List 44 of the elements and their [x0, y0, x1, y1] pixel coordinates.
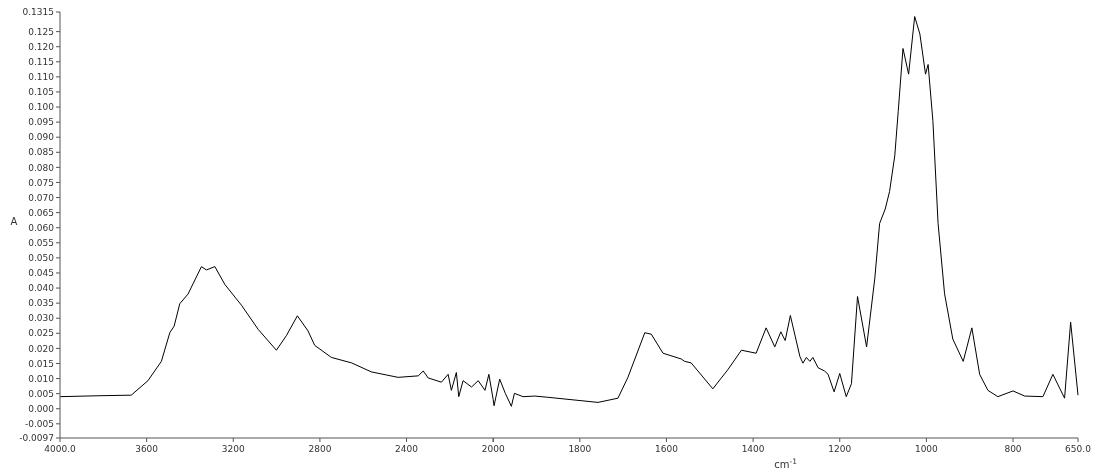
- y-tick-label: 0.110: [28, 72, 55, 83]
- x-tick-label: 2000: [481, 444, 505, 454]
- y-tick-label: 0.070: [28, 192, 55, 203]
- y-tick-label: 0.085: [28, 147, 54, 158]
- y-tick-label: 0.100: [28, 102, 55, 113]
- y-tick-label: 0.120: [28, 41, 55, 52]
- y-tick-label: 0.055: [28, 237, 54, 248]
- y-tick-label: 0.115: [28, 56, 54, 67]
- y-axis-title: A: [10, 216, 18, 227]
- x-tick-label: 2400: [395, 444, 419, 454]
- x-tick-label: 1400: [741, 444, 765, 454]
- y-tick-label: 0.045: [28, 268, 54, 279]
- x-tick-label: 1800: [568, 444, 592, 454]
- y-tick-label: 0.090: [28, 132, 55, 143]
- y-tick-label: 0.030: [28, 313, 55, 324]
- y-tick-label: -0.0097: [19, 433, 54, 444]
- y-tick-label: 0.095: [28, 117, 54, 128]
- x-tick-label: 1200: [828, 444, 852, 454]
- x-axis-title: cm$^{-1}$: [774, 456, 798, 470]
- y-tick-label: 0.025: [28, 328, 54, 339]
- y-tick-label: 0.040: [28, 283, 55, 294]
- y-tick-label: 0.125: [28, 26, 54, 37]
- y-tick-label: 0.105: [28, 87, 54, 98]
- y-tick-label: 0.075: [28, 177, 54, 188]
- x-tick-label: 3200: [221, 444, 245, 454]
- y-tick-label: 0.005: [28, 388, 54, 399]
- y-tick-label: 0.035: [28, 298, 54, 309]
- x-tick-label: 3600: [135, 444, 159, 454]
- x-tick-label: 800: [1004, 444, 1022, 454]
- y-tick-label: 0.080: [28, 162, 55, 173]
- x-tick-label: 4000.0: [44, 444, 77, 454]
- y-tick-label: 0.1315: [22, 7, 54, 18]
- y-tick-label: 0.065: [28, 207, 54, 218]
- y-tick-label: 0.050: [28, 253, 55, 264]
- x-tick-label: 1600: [655, 444, 679, 454]
- y-tick-label: 0.060: [28, 222, 55, 233]
- y-tick-label: 0.015: [28, 358, 54, 369]
- y-tick-label: -0.005: [24, 418, 54, 429]
- x-tick-label: 2800: [308, 444, 332, 454]
- y-tick-label: 0.010: [28, 373, 55, 384]
- y-tick-label: 0.020: [28, 343, 55, 354]
- y-tick-label: 0.000: [28, 403, 55, 414]
- x-tick-label: 1000: [914, 444, 939, 454]
- x-tick-label: 650.0: [1065, 444, 1092, 454]
